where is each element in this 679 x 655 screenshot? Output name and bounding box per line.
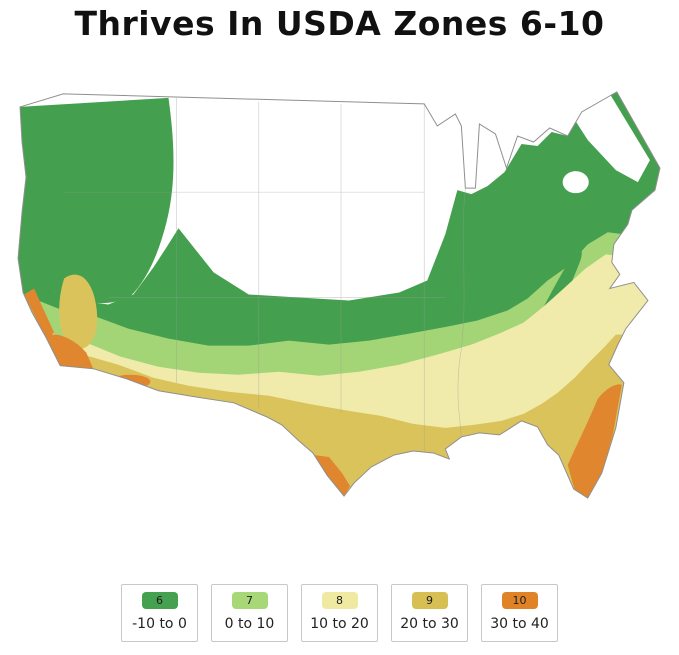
- zone5-adirondack-patch: [562, 171, 589, 194]
- zone5-northeast-patch: [569, 93, 650, 183]
- zone-8-swatch: 8: [321, 592, 358, 609]
- zone-7-swatch: 7: [231, 592, 268, 609]
- zone10-arizona-patch: [110, 374, 151, 389]
- zone-9-range: 20 to 30: [400, 616, 459, 632]
- zone10-south-texas: [313, 454, 351, 497]
- zone-8-range: 10 to 20: [310, 616, 369, 632]
- zone-7-range: 0 to 10: [224, 616, 275, 632]
- zone9-central-valley-patch: [59, 274, 98, 350]
- us-coastline-outline: [17, 91, 661, 499]
- usa-hardiness-zone-map: [8, 80, 672, 520]
- zone10-south-florida: [567, 384, 622, 499]
- legend-item-zone-10: 10 30 to 40: [481, 584, 558, 642]
- zone-9-swatch: 9: [411, 592, 448, 609]
- zone-6-swatch: 6: [141, 592, 178, 609]
- legend-item-zone-9: 9 20 to 30: [391, 584, 468, 642]
- state-border-lines: [63, 97, 466, 451]
- zone10-california-coast-strip: [24, 288, 55, 339]
- legend-item-zone-7: 7 0 to 10: [211, 584, 288, 642]
- zone-10-range: 30 to 40: [490, 616, 549, 632]
- zone6-region-west: [18, 97, 174, 304]
- legend-item-zone-6: 6 -10 to 0: [121, 584, 198, 642]
- legend-item-zone-8: 8 10 to 20: [301, 584, 378, 642]
- page-title: Thrives In USDA Zones 6-10: [74, 4, 605, 43]
- zone-10-swatch: 10: [501, 592, 538, 609]
- usa-map-svg: [17, 91, 661, 499]
- zone-6-range: -10 to 0: [132, 616, 187, 632]
- zone-legend: 6 -10 to 0 7 0 to 10 8 10 to 20 9 20 to …: [0, 584, 679, 642]
